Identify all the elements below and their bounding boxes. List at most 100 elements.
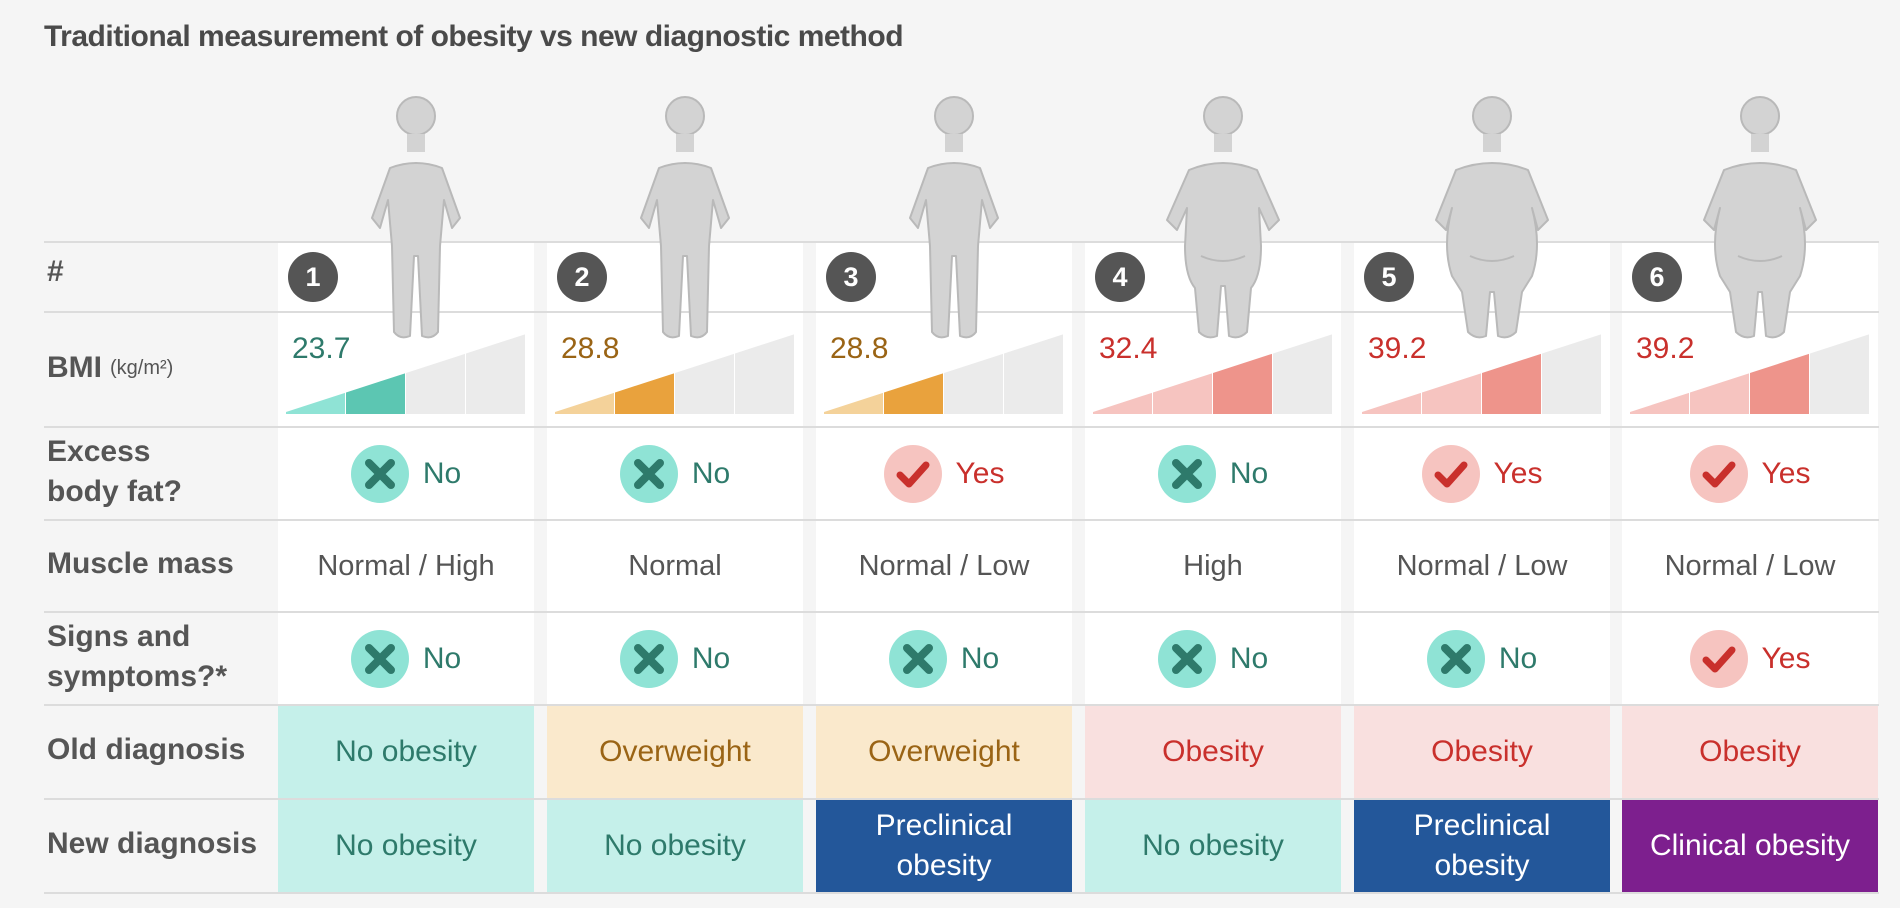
muscle-mass-cell: Normal / Low [1396,549,1568,582]
bmi-segment [1273,334,1332,414]
person-figure [278,96,534,339]
excess-fat-cell: No [1085,427,1341,520]
divider [44,611,1879,613]
row-label-bmi: BMI (kg/m²) [47,348,267,388]
bmi-cell: 28.8 [547,312,803,427]
bmi-segment [1482,353,1541,414]
person-column-2: 2 28.8 No Normal No Overweight No obesity [547,242,803,893]
cross-icon [350,444,409,503]
divider [44,704,1879,706]
muscle-mass-cell: Normal / Low [858,549,1030,582]
person-figure [547,96,803,339]
answer-text: Yes [1761,456,1811,490]
no-indicator: No [888,629,999,688]
muscle-mass-cell: Normal [628,549,722,582]
cross-icon [350,629,409,688]
checkmark-icon [1421,444,1480,503]
person-figure-icon [371,96,461,339]
no-indicator: No [350,444,461,503]
no-indicator: No [619,444,731,503]
person-figure-icon [1703,96,1817,339]
answer-text: No [422,641,462,675]
number-badge: 2 [557,252,607,302]
new-diagnosis-cell: Preclinical obesity [1354,799,1610,892]
cross-icon [1426,629,1485,688]
answer-text: Yes [1761,641,1811,675]
yes-indicator: Yes [1689,444,1811,503]
bmi-segment [1750,353,1809,414]
answer-text: No [1498,641,1538,675]
signs-cell: No [278,612,534,705]
bmi-segment [406,353,465,414]
answer-text: No [1229,456,1269,490]
bmi-scale [286,334,525,414]
signs-cell: Yes [1622,612,1878,705]
new-diagnosis-line: Clinical obesity [1649,828,1851,862]
person-figure [1622,96,1878,339]
old-diagnosis-cell: Overweight [816,705,1072,798]
person-figure [1085,96,1341,339]
bmi-value: 32.4 [1099,332,1158,365]
excess-fat-cell: Yes [1354,427,1610,520]
bmi-scale [1093,334,1332,414]
row-label-muscle-mass: Muscle mass [47,547,234,580]
muscle-mass-cell: High [1183,549,1243,582]
old-diagnosis-cell: Obesity [1622,705,1878,798]
cross-icon [888,629,947,688]
bmi-segment [1093,392,1152,414]
bmi-segment [346,373,405,414]
signs-cell: No [1085,612,1341,705]
bmi-segment [615,373,674,414]
yes-indicator: Yes [1689,629,1811,688]
old-diagnosis-cell: Obesity [1354,705,1610,798]
bmi-cell: 23.7 [278,312,534,427]
bmi-segment [944,353,1003,414]
divider [44,426,1879,428]
number-badge: 1 [288,252,338,302]
row-label-new-diagnosis: New diagnosis [47,827,258,860]
cross-icon [619,444,678,503]
new-diagnosis-line: No obesity [335,828,477,862]
answer-text: Yes [955,456,1005,490]
bmi-segment [1630,392,1689,414]
answer-text: No [691,641,731,675]
row-label-number: # [47,255,64,288]
bmi-segment [884,373,943,414]
answer-text: No [691,456,731,490]
number-cell: 3 [816,242,1072,312]
bmi-cell: 39.2 [1622,312,1878,427]
bmi-segment [1542,334,1601,414]
signs-cell: No [816,612,1072,705]
row-label-old-diagnosis: Old diagnosis [47,733,246,766]
new-diagnosis-line: Preclinical [875,808,1013,842]
signs-cell: No [547,612,803,705]
new-diagnosis-cell: No obesity [1085,799,1341,892]
person-column-1: 1 23.7 No Normal / High No No obesity No obesi… [278,242,534,893]
person-figure [816,96,1072,339]
new-diagnosis-line: obesity [896,848,992,882]
bmi-value: 28.8 [830,332,889,365]
person-figure-icon [1166,96,1280,339]
person-figure-icon [640,96,730,339]
number-cell: 2 [547,242,803,312]
excess-fat-cell: No [547,427,803,520]
old-diagnosis-cell: No obesity [278,705,534,798]
no-indicator: No [350,629,462,688]
cross-icon [1157,629,1216,688]
bmi-segment [1362,392,1421,414]
divider [44,892,1879,894]
divider [44,798,1879,800]
old-diagnosis-cell: Overweight [547,705,803,798]
number-cell: 1 [278,242,534,312]
no-indicator: No [1426,629,1538,688]
row-label-excess-fat: Excess body fat? [47,435,182,508]
new-diagnosis-cell: Preclinical obesity [816,799,1072,892]
bmi-value: 39.2 [1368,332,1427,365]
number-cell: 5 [1354,242,1610,312]
excess-fat-cell: Yes [1622,427,1878,520]
person-figure-icon [1435,96,1549,339]
bmi-segment [286,392,345,414]
muscle-mass-cell: Normal / Low [1664,549,1836,582]
number-cell: 4 [1085,242,1341,312]
new-diagnosis-cell: No obesity [278,799,534,892]
